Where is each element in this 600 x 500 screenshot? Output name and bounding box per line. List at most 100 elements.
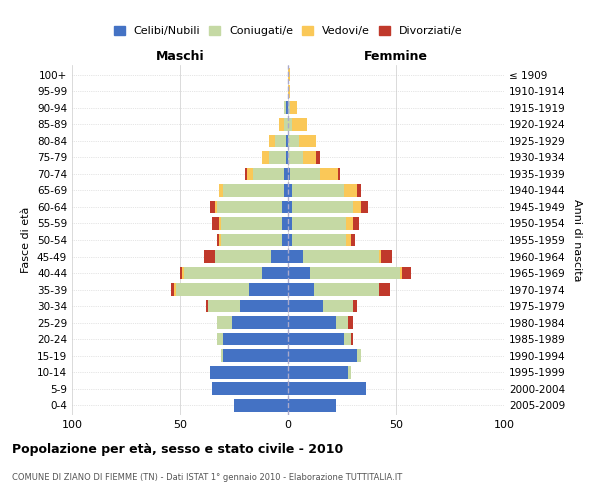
Bar — [232, 316, 288, 329]
Bar — [288, 382, 366, 395]
Bar — [212, 382, 288, 395]
Bar — [217, 316, 232, 329]
Bar — [303, 151, 316, 164]
Bar — [288, 217, 292, 230]
Legend: Celibi/Nubili, Coniugati/e, Vedovi/e, Divorziati/e: Celibi/Nubili, Coniugati/e, Vedovi/e, Di… — [109, 22, 467, 41]
Bar — [303, 250, 379, 263]
Bar — [241, 300, 288, 312]
Bar — [234, 398, 288, 411]
Bar — [349, 316, 353, 329]
Bar — [288, 102, 290, 114]
Bar — [221, 217, 281, 230]
Bar — [173, 283, 176, 296]
Text: Maschi: Maschi — [155, 50, 205, 62]
Bar — [357, 349, 361, 362]
Bar — [206, 300, 208, 312]
Bar — [288, 316, 335, 329]
Bar — [219, 184, 223, 197]
Bar — [269, 134, 275, 147]
Bar — [286, 102, 288, 114]
Bar — [292, 200, 353, 213]
Bar — [286, 134, 288, 147]
Bar — [344, 184, 357, 197]
Bar — [208, 300, 241, 312]
Bar — [288, 200, 292, 213]
Bar — [247, 168, 253, 180]
Bar — [350, 332, 353, 345]
Bar — [180, 266, 182, 280]
Bar — [288, 134, 299, 147]
Bar — [288, 283, 314, 296]
Bar — [316, 151, 320, 164]
Bar — [284, 118, 288, 131]
Bar — [184, 266, 262, 280]
Bar — [288, 184, 292, 197]
Bar — [299, 134, 316, 147]
Bar — [346, 217, 353, 230]
Text: COMUNE DI ZIANO DI FIEMME (TN) - Dati ISTAT 1° gennaio 2010 - Elaborazione TUTTI: COMUNE DI ZIANO DI FIEMME (TN) - Dati IS… — [12, 472, 402, 482]
Bar — [288, 398, 335, 411]
Bar — [320, 168, 338, 180]
Bar — [223, 349, 288, 362]
Bar — [288, 151, 303, 164]
Bar — [281, 200, 288, 213]
Bar — [292, 234, 346, 246]
Bar — [284, 102, 286, 114]
Bar — [288, 349, 357, 362]
Bar — [338, 168, 340, 180]
Text: Popolazione per età, sesso e stato civile - 2010: Popolazione per età, sesso e stato civil… — [12, 442, 343, 456]
Bar — [314, 283, 379, 296]
Bar — [323, 300, 353, 312]
Bar — [288, 85, 290, 98]
Bar — [400, 266, 403, 280]
Bar — [210, 366, 288, 378]
Bar — [403, 266, 411, 280]
Bar — [281, 234, 288, 246]
Y-axis label: Anni di nascita: Anni di nascita — [572, 198, 582, 281]
Bar — [219, 217, 221, 230]
Bar — [245, 168, 247, 180]
Bar — [262, 266, 288, 280]
Bar — [217, 332, 223, 345]
Bar — [280, 118, 284, 131]
Bar — [288, 118, 292, 131]
Bar — [215, 250, 271, 263]
Bar — [269, 151, 286, 164]
Bar — [350, 234, 355, 246]
Bar — [223, 184, 284, 197]
Bar — [346, 234, 350, 246]
Bar — [286, 151, 288, 164]
Text: Femmine: Femmine — [364, 50, 428, 62]
Bar — [288, 300, 323, 312]
Bar — [288, 366, 349, 378]
Bar — [379, 283, 389, 296]
Bar — [284, 168, 288, 180]
Bar — [381, 250, 392, 263]
Bar — [357, 184, 361, 197]
Bar — [249, 283, 288, 296]
Bar — [353, 300, 357, 312]
Bar — [219, 234, 221, 246]
Bar — [172, 283, 173, 296]
Bar — [335, 316, 349, 329]
Bar — [290, 102, 296, 114]
Bar — [281, 217, 288, 230]
Bar — [212, 217, 219, 230]
Bar — [292, 217, 346, 230]
Bar — [215, 200, 217, 213]
Bar — [288, 266, 310, 280]
Bar — [288, 168, 290, 180]
Bar — [217, 234, 219, 246]
Bar — [288, 234, 292, 246]
Bar — [361, 200, 368, 213]
Bar — [176, 283, 249, 296]
Bar — [262, 151, 269, 164]
Bar — [292, 118, 307, 131]
Bar — [275, 134, 286, 147]
Bar — [288, 68, 290, 82]
Bar — [284, 184, 288, 197]
Bar — [290, 168, 320, 180]
Bar — [288, 332, 344, 345]
Bar — [221, 349, 223, 362]
Bar — [182, 266, 184, 280]
